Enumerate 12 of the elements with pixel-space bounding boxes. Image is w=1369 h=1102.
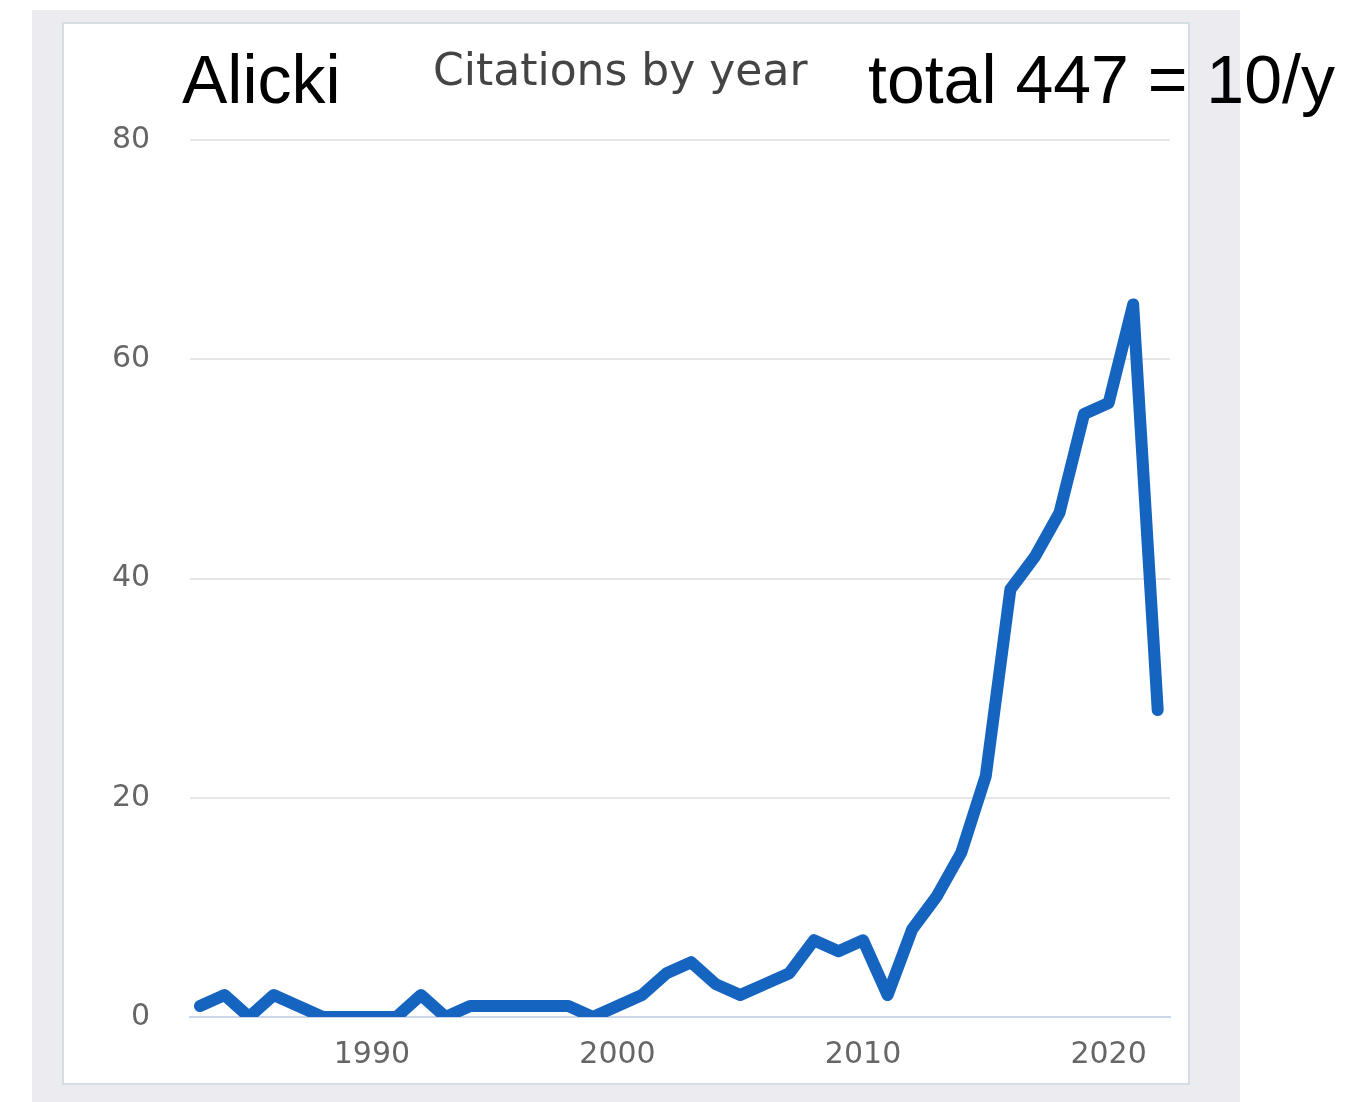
x-tick-label: 2000 [579,1034,656,1070]
text: Alicki [182,40,341,118]
y-tick-label: 40 [111,558,151,594]
y-tick-label: 80 [111,119,151,155]
x-tick-label: 2010 [824,1034,902,1070]
chart-title: Citations by year [433,44,808,95]
y-tick-label: 60 [111,339,151,375]
y-tick-label: 0 [131,996,151,1032]
x-tick-label: 1990 [333,1034,411,1070]
y-tick-label: 20 [111,777,151,813]
x-tick-label: 2020 [1070,1034,1147,1070]
text: total 447 = 10/y [868,40,1335,118]
